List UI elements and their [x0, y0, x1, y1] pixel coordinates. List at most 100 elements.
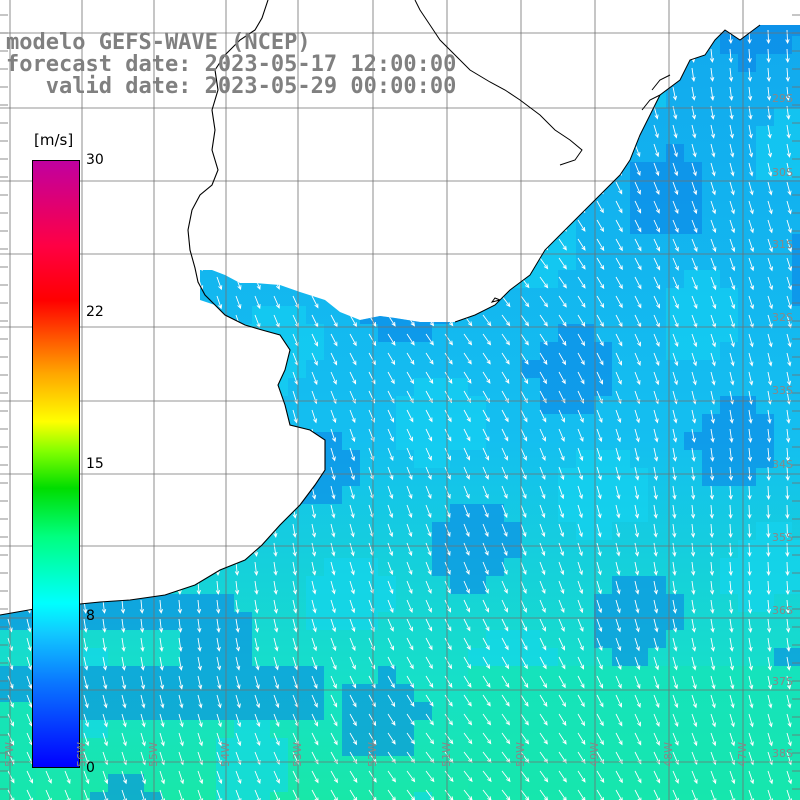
field-cell: [738, 720, 756, 738]
wind-arrow: [330, 561, 336, 576]
field-cell: [468, 720, 486, 738]
field-cell: [162, 684, 180, 702]
field-cell: [648, 54, 666, 72]
field-cell: [558, 342, 576, 360]
wind-arrow: [273, 637, 279, 652]
wind-arrow: [672, 295, 679, 309]
wind-arrow: [463, 200, 473, 213]
field-cell: [558, 702, 576, 720]
wind-arrow: [596, 561, 602, 576]
field-cell: [684, 162, 702, 180]
wind-arrow: [311, 124, 318, 139]
wind-arrow: [159, 618, 164, 633]
field-cell: [792, 648, 800, 666]
wind-arrow: [501, 637, 509, 651]
wind-arrow: [216, 618, 221, 633]
wind-arrow: [177, 504, 182, 520]
wind-arrow: [368, 257, 377, 270]
wind-arrow: [254, 162, 260, 177]
wind-arrow: [748, 637, 753, 652]
field-cell: [522, 216, 540, 234]
wind-arrow: [330, 713, 338, 727]
field-cell: [486, 666, 504, 684]
field-cell: [180, 126, 198, 144]
wind-arrow: [539, 485, 546, 500]
wind-arrow: [520, 219, 530, 232]
wind-arrow: [254, 333, 261, 348]
field-cell: [792, 792, 800, 800]
wind-arrow: [577, 447, 584, 462]
field-cell: [702, 774, 720, 792]
wind-arrow: [444, 295, 454, 308]
field-cell: [594, 630, 612, 648]
field-cell: [630, 774, 648, 792]
wind-arrow: [520, 637, 528, 651]
wind-arrow: [558, 599, 565, 614]
field-cell: [486, 0, 504, 18]
field-cell: [126, 270, 144, 288]
wind-arrow: [482, 618, 490, 632]
wind-arrow: [425, 523, 432, 538]
wind-arrow: [26, 485, 31, 500]
wind-arrow: [406, 713, 415, 726]
wind-arrow: [653, 219, 660, 233]
wind-arrow: [482, 656, 491, 670]
wind-arrow: [710, 713, 716, 728]
wind-arrow: [139, 485, 144, 501]
wind-arrow: [235, 694, 241, 709]
field-cell: [288, 432, 306, 450]
wind-arrow: [178, 238, 185, 253]
wind-arrow: [311, 561, 317, 576]
field-cell: [432, 522, 450, 540]
wind-arrow: [615, 371, 622, 385]
field-cell: [630, 702, 648, 720]
wind-arrow: [102, 637, 107, 652]
wind-arrow: [254, 599, 259, 614]
field-cell: [594, 90, 612, 108]
field-cell: [702, 702, 720, 720]
wind-arrow: [767, 276, 774, 291]
field-cell: [216, 522, 234, 540]
wind-arrow: [330, 675, 337, 689]
wind-arrow: [729, 732, 736, 747]
wind-arrow: [767, 618, 772, 633]
wind-arrow: [444, 124, 452, 138]
wind-arrow: [615, 485, 621, 500]
wind-arrow: [330, 599, 336, 614]
wind-arrow: [121, 352, 127, 367]
wind-arrow: [710, 333, 716, 348]
wind-arrow: [444, 428, 452, 442]
wind-arrow: [539, 181, 548, 194]
field-cell: [396, 144, 414, 162]
wind-arrow: [273, 257, 280, 271]
wind-arrow: [747, 485, 752, 501]
wind-arrow: [330, 466, 336, 481]
field-cell: [144, 540, 162, 558]
field-cell: [792, 702, 800, 720]
wind-arrow: [349, 333, 357, 347]
field-cell: [324, 432, 342, 450]
field-cell: [450, 0, 468, 18]
field-cell: [558, 756, 576, 774]
field-cell: [234, 792, 252, 800]
wind-arrow: [26, 390, 32, 405]
wind-arrow: [140, 428, 145, 443]
wind-arrow: [501, 352, 510, 365]
wind-arrow: [7, 713, 14, 727]
field-cell: [702, 684, 720, 702]
field-cell: [126, 774, 144, 792]
field-cell: [324, 558, 342, 576]
wind-arrow: [501, 276, 511, 289]
field-cell: [756, 25, 774, 36]
field-cell: [522, 702, 540, 720]
wind-arrow: [672, 656, 678, 671]
wind-arrow: [539, 143, 547, 157]
wind-arrow: [235, 143, 241, 158]
field-cell: [522, 108, 540, 126]
wind-arrow: [102, 238, 109, 253]
field-cell: [630, 684, 648, 702]
field-cell: [612, 666, 630, 684]
wind-arrow: [121, 162, 127, 177]
wind-arrow: [254, 409, 260, 424]
